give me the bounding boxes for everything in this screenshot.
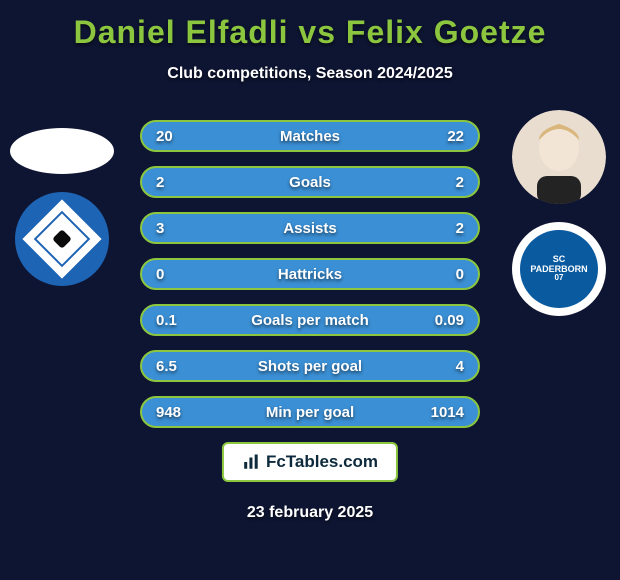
stat-row: 6.5Shots per goal4: [140, 350, 480, 382]
player-right-name: Felix Goetze: [346, 14, 547, 50]
footer-date: 23 february 2025: [0, 504, 620, 522]
stat-row: 0Hattricks0: [140, 258, 480, 290]
stat-label: Goals: [142, 174, 478, 191]
stat-label: Shots per goal: [142, 358, 478, 375]
paderborn-crest-text: SC PADERBORN 07: [530, 255, 587, 284]
page-title: Daniel Elfadli vs Felix Goetze: [0, 14, 620, 51]
stat-value-right: 22: [447, 128, 464, 145]
left-avatar-column: [10, 110, 114, 286]
right-avatar-column: SC PADERBORN 07: [512, 110, 606, 316]
brand-prefix: Fc: [266, 452, 286, 471]
stat-label: Goals per match: [142, 312, 478, 329]
stat-value-left: 20: [156, 128, 173, 145]
player-right-avatar: [512, 110, 606, 204]
stat-label: Hattricks: [142, 266, 478, 283]
stat-value-left: 3: [156, 220, 164, 237]
vs-text: vs: [298, 14, 336, 50]
subtitle: Club competitions, Season 2024/2025: [0, 65, 620, 83]
stat-value-right: 0.09: [435, 312, 464, 329]
stat-value-left: 0: [156, 266, 164, 283]
comparison-card: Daniel Elfadli vs Felix Goetze Club comp…: [0, 0, 620, 580]
stat-value-left: 0.1: [156, 312, 177, 329]
stat-row: 20Matches22: [140, 120, 480, 152]
stat-row: 948Min per goal1014: [140, 396, 480, 428]
club-left-crest: [15, 192, 109, 286]
stat-value-right: 1014: [431, 404, 464, 421]
player-left-name: Daniel Elfadli: [74, 14, 289, 50]
stat-label: Assists: [142, 220, 478, 237]
stat-value-right: 2: [456, 174, 464, 191]
bar-chart-icon: [242, 453, 260, 471]
paderborn-text-bot: 07: [530, 274, 587, 283]
stat-row: 3Assists2: [140, 212, 480, 244]
paderborn-inner-circle: SC PADERBORN 07: [520, 230, 598, 308]
stat-value-right: 2: [456, 220, 464, 237]
face-placeholder-icon: [512, 110, 606, 204]
stat-label: Matches: [142, 128, 478, 145]
stat-row: 2Goals2: [140, 166, 480, 198]
stat-value-left: 948: [156, 404, 181, 421]
brand-suffix: Tables.com: [286, 452, 378, 471]
stat-value-right: 4: [456, 358, 464, 375]
stat-value-left: 2: [156, 174, 164, 191]
stat-label: Min per goal: [142, 404, 478, 421]
stat-value-right: 0: [456, 266, 464, 283]
player-left-avatar: [10, 128, 114, 174]
stat-value-left: 6.5: [156, 358, 177, 375]
stats-list: 20Matches222Goals23Assists20Hattricks00.…: [140, 120, 480, 428]
brand-text: FcTables.com: [266, 452, 378, 472]
club-right-crest: SC PADERBORN 07: [512, 222, 606, 316]
stat-row: 0.1Goals per match0.09: [140, 304, 480, 336]
brand-pill[interactable]: FcTables.com: [222, 442, 398, 482]
